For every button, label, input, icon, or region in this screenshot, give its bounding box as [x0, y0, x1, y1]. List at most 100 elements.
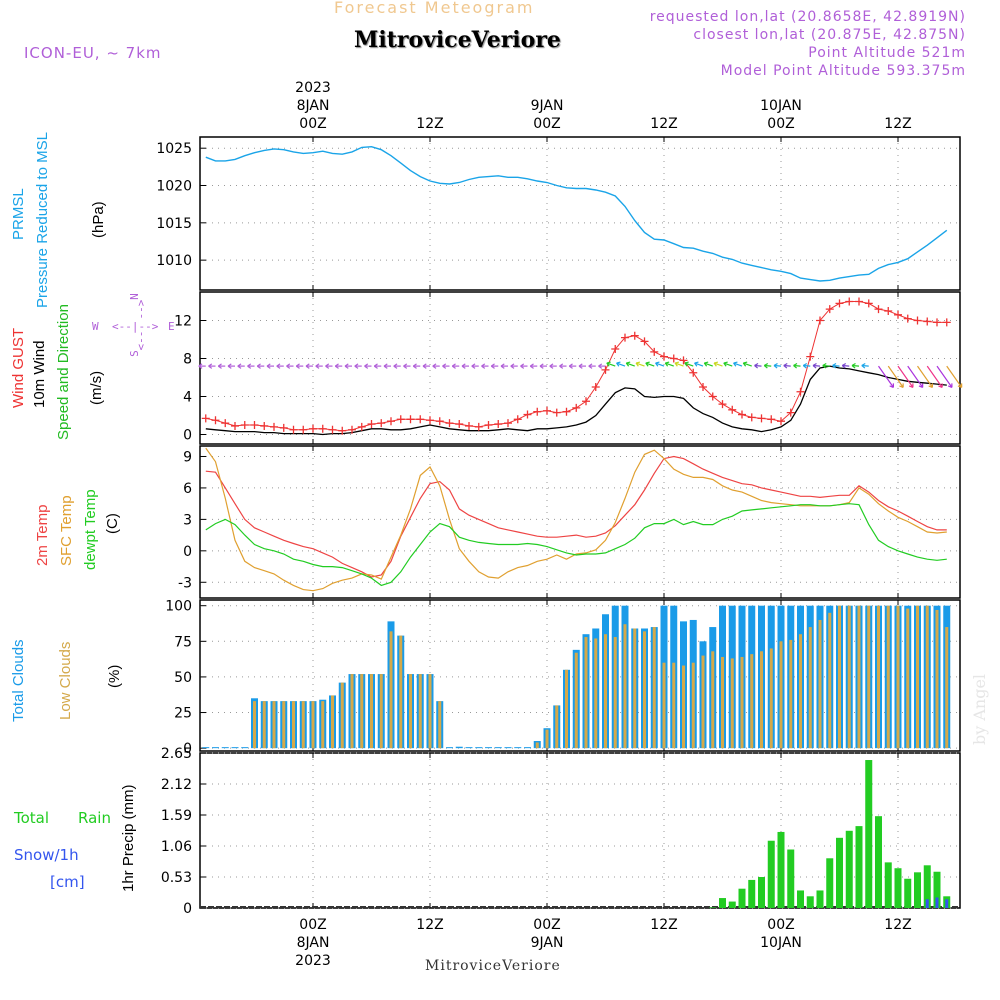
low-cloud-bar — [340, 682, 344, 749]
gust-marker — [679, 356, 688, 365]
low-cloud-bar — [409, 674, 412, 749]
wind-dir-arrowhead — [276, 365, 281, 369]
wind-dir-arrowhead — [539, 365, 544, 369]
gust-marker — [913, 316, 922, 325]
top-time-label: 12Z — [416, 116, 443, 132]
gust-marker — [591, 383, 600, 391]
wind-dir-arrowhead — [247, 365, 252, 369]
rain-bar — [894, 868, 902, 908]
wind-dir-arrowhead — [305, 363, 310, 367]
gust-marker — [630, 331, 639, 340]
y-tick-label: 50 — [174, 670, 192, 686]
wind-dir-arrowhead — [325, 365, 330, 369]
wind-dir-arrowhead — [412, 365, 417, 369]
wind-dir-arrowhead — [742, 362, 747, 367]
wind-dir-arrowhead — [354, 363, 359, 367]
wind-dir-arrow — [694, 362, 704, 367]
gust-marker — [806, 352, 815, 361]
wind-dir-arrowhead — [889, 385, 894, 388]
total-cloud-bar — [485, 747, 492, 749]
low-cloud-bar — [418, 674, 422, 749]
wind-dir-arrowhead — [626, 361, 631, 364]
wind-dir-arrow — [674, 362, 684, 367]
gust-marker — [406, 415, 415, 424]
low-cloud-bar — [740, 656, 744, 749]
rain-bar — [777, 831, 785, 908]
wind-dir-arrowhead — [635, 362, 639, 367]
wind-dir-arrowhead — [256, 363, 261, 367]
y-tick-label: 1020 — [156, 179, 192, 195]
wind-dir-arrowhead — [227, 363, 232, 367]
wind-dir-arrowhead — [568, 363, 573, 367]
wind-dir-arrowhead — [403, 363, 408, 367]
wind-dir-arrowhead — [471, 363, 476, 367]
wind-dir-arrowhead — [422, 365, 427, 369]
bottom-time-label: 8JAN — [297, 935, 330, 951]
gust-marker — [572, 403, 581, 412]
low-cloud-bar — [292, 701, 295, 749]
bottom-time-label: 00Z — [533, 917, 560, 933]
gust-marker — [309, 424, 317, 433]
bottom-time-label: 12Z — [650, 917, 677, 933]
site-footer: MitroviceVeriore — [425, 958, 561, 974]
top-time-label: 8JAN — [297, 98, 330, 114]
wind-dir-arrowhead — [763, 363, 769, 367]
low-cloud-bar — [331, 695, 334, 749]
gust-marker — [484, 421, 493, 429]
wind-dir-arrowhead — [812, 363, 817, 367]
wind-dir-arrow — [887, 365, 904, 388]
low-cloud-bar — [574, 652, 578, 749]
low-cloud-bar — [730, 658, 734, 749]
wind-dir-arrowhead — [354, 365, 359, 369]
wind-dir-arrowhead — [743, 361, 748, 364]
y-tick-label: 0.53 — [161, 870, 192, 886]
gust-marker — [221, 419, 230, 428]
wind-dir-arrowhead — [773, 363, 778, 367]
gust-marker — [933, 318, 941, 327]
gust-marker — [465, 421, 473, 430]
rain-bar — [806, 896, 814, 908]
wind-dir-arrowhead — [373, 363, 378, 367]
gust-marker — [260, 421, 269, 430]
wind-dir-arrowhead — [947, 385, 953, 388]
wind-dir-arrow — [743, 362, 752, 367]
top-time-label: 10JAN — [760, 98, 802, 114]
gust-marker — [318, 424, 327, 433]
bottom-time-label: 00Z — [767, 917, 794, 933]
low-cloud-bar — [769, 648, 773, 749]
total-cloud-bar — [231, 747, 239, 749]
rain-bar — [767, 840, 775, 908]
wind-dir-arrowhead — [500, 365, 505, 369]
wind-dir-arrow — [842, 364, 850, 367]
wind-dir-arrowhead — [928, 385, 933, 388]
gust-marker — [835, 299, 844, 308]
gust-marker — [825, 305, 834, 314]
wind-dir-arrowhead — [645, 361, 650, 364]
wind-dir-arrow — [635, 362, 645, 367]
y-tick-label: 0 — [183, 741, 192, 757]
wind-dir-arrowhead — [793, 365, 797, 369]
gust-marker — [533, 407, 542, 416]
wind-dir-arrowhead — [286, 363, 291, 367]
gust-marker — [816, 316, 824, 325]
wind-dir-arrowhead — [217, 363, 222, 367]
wind-dir-arrowhead — [733, 362, 737, 367]
wind-dir-arrowhead — [344, 365, 349, 369]
wind-dir-arrowhead — [598, 363, 603, 367]
low-cloud-bar — [672, 662, 676, 749]
rain-bar — [875, 816, 882, 908]
wind-dir-arrow — [713, 362, 723, 367]
gust-marker — [796, 387, 805, 396]
wind-dir-arrowhead — [539, 363, 544, 367]
gust-marker — [767, 415, 776, 424]
y-tick-label: 6 — [183, 481, 192, 497]
wind-dir-arrowhead — [510, 363, 515, 367]
low-cloud-bar — [877, 605, 880, 749]
wind-dir-arrowhead — [645, 362, 649, 367]
y-tick-label: 12 — [174, 314, 192, 330]
wind-dir-arrowhead — [198, 363, 203, 367]
gust-marker — [377, 419, 386, 428]
low-cloud-bar — [652, 627, 656, 749]
gust-marker — [903, 314, 912, 323]
wind-dir-arrowhead — [568, 365, 573, 369]
